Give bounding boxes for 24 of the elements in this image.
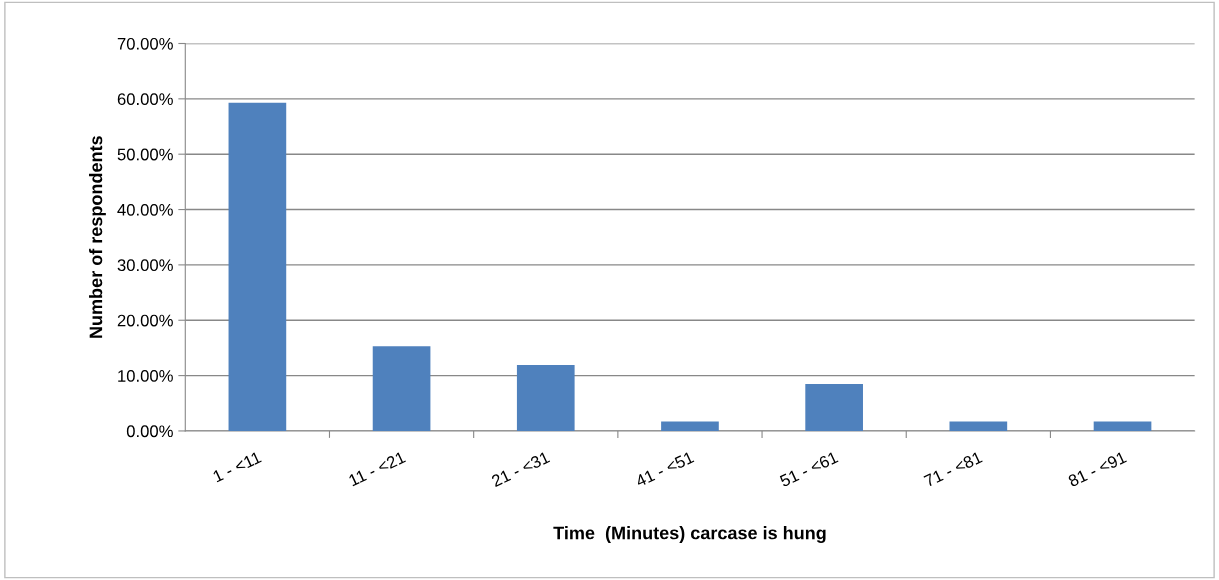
y-tick-label: 0.00%: [126, 425, 173, 438]
bar: [516, 365, 575, 431]
bar: [661, 421, 719, 431]
y-tick-label: 70.00%: [117, 37, 173, 50]
x-tick-label: 41 - <51: [634, 451, 695, 488]
y-tick-label: 20.00%: [117, 314, 173, 327]
bar: [372, 346, 431, 431]
y-tick-label: 50.00%: [117, 148, 173, 161]
y-tick-label: 10.00%: [118, 369, 173, 382]
bar: [805, 383, 863, 431]
bar: [228, 102, 287, 431]
y-tick-label: 40.00%: [117, 203, 173, 216]
x-tick-label: 71 - <81: [923, 451, 983, 488]
x-tick-label: 51 - <61: [779, 451, 839, 488]
bar: [1093, 421, 1152, 431]
x-tick-label: 81 - <91: [1067, 451, 1127, 488]
x-tick-label: 21 - <31: [490, 451, 551, 488]
x-tick-label: 1 - <11: [212, 451, 262, 483]
y-axis-title: Number of respondents: [89, 136, 106, 338]
y-tick-label: 60.00%: [117, 93, 173, 106]
x-axis-title: Time (Minutes) carcase is hung: [553, 526, 826, 543]
x-tick-label: 11 - <21: [348, 451, 406, 487]
bar: [949, 421, 1008, 431]
y-tick-label: 30.00%: [117, 259, 173, 272]
